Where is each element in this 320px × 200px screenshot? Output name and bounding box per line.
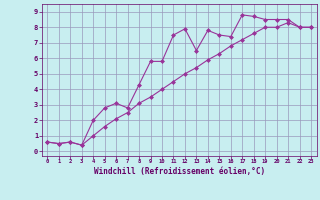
X-axis label: Windchill (Refroidissement éolien,°C): Windchill (Refroidissement éolien,°C) (94, 167, 265, 176)
